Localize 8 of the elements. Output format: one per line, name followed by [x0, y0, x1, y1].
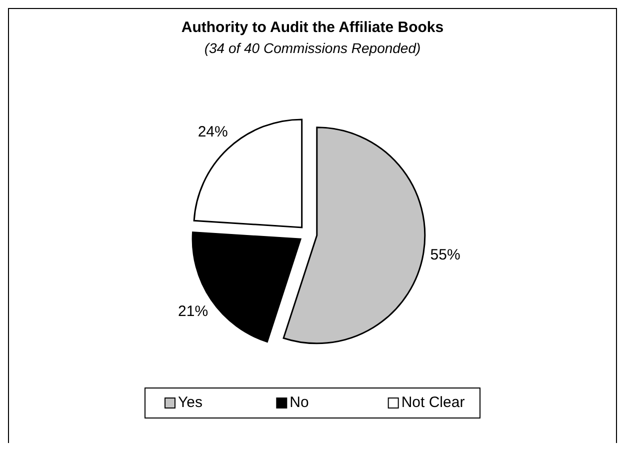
- legend-label: Not Clear: [401, 394, 465, 411]
- chart-subtitle: (34 of 40 Commissions Reponded): [204, 40, 421, 56]
- data-label: 21%: [178, 303, 208, 320]
- legend-label: Yes: [178, 394, 202, 411]
- legend-label: No: [290, 394, 309, 411]
- chart-title: Authority to Audit the Affiliate Books: [181, 19, 444, 36]
- data-label: 55%: [430, 246, 460, 264]
- data-label: 24%: [198, 124, 228, 141]
